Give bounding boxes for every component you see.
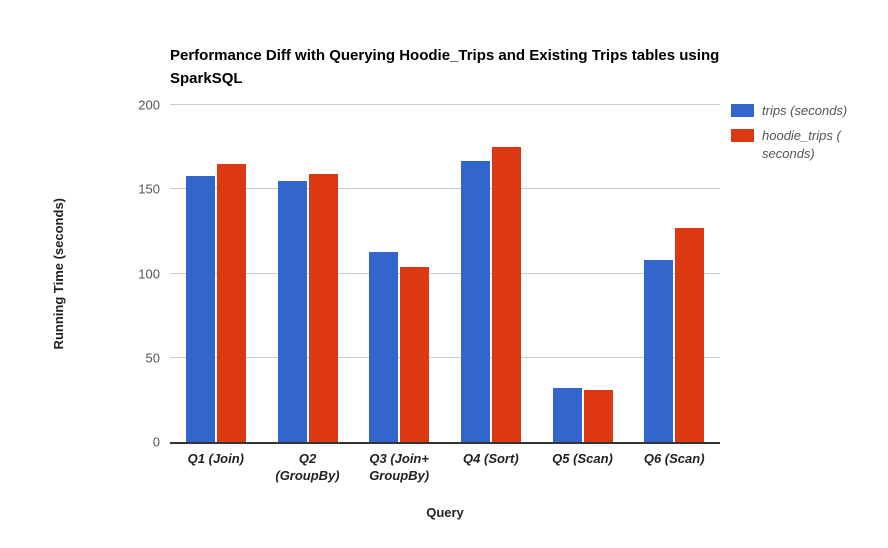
x-axis-category: Q4 (Sort) xyxy=(445,450,537,485)
x-axis-category: Q2 (GroupBy) xyxy=(262,450,354,485)
bar xyxy=(185,175,215,442)
y-axis-tick-label: 200 xyxy=(138,97,160,113)
x-axis-category-label: Q3 (Join+ GroupBy) xyxy=(369,451,430,483)
gridline xyxy=(170,356,720,358)
bar-group xyxy=(628,105,720,442)
x-axis-category: Q5 (Scan) xyxy=(537,450,629,485)
y-axis-title-text: Running Time (seconds) xyxy=(50,197,66,350)
bar xyxy=(491,147,521,442)
x-axis-category: Q3 (Join+ GroupBy) xyxy=(353,450,445,485)
y-axis-tick-label: 150 xyxy=(138,181,160,197)
legend-swatch xyxy=(731,129,754,142)
bar-group xyxy=(170,105,262,442)
chart-title: Performance Diff with Querying Hoodie_Tr… xyxy=(170,47,720,87)
y-axis-title: Running Time (seconds) xyxy=(48,105,68,442)
gridline xyxy=(170,272,720,274)
x-axis-category-label: Q5 (Scan) xyxy=(552,451,613,466)
x-axis-category: Q6 (Scan) xyxy=(628,450,720,485)
bar-group xyxy=(537,105,629,442)
x-axis-category: Q1 (Join) xyxy=(170,450,262,485)
legend-item: trips (seconds) xyxy=(731,102,881,120)
bar xyxy=(552,388,582,442)
gridline xyxy=(170,188,720,190)
x-axis-labels: Q1 (Join) Q2 (GroupBy) Q3 (Join+ GroupBy) Q… xyxy=(170,450,720,485)
bar xyxy=(308,174,338,442)
legend: trips (seconds) hoodie_trips ( seconds) xyxy=(731,102,881,170)
y-axis-tick-label: 50 xyxy=(145,350,160,366)
legend-item: hoodie_trips ( seconds) xyxy=(731,127,881,163)
legend-label: hoodie_trips ( seconds) xyxy=(762,128,841,161)
legend-label: trips (seconds) xyxy=(762,103,848,118)
x-axis-category-label: Q6 (Scan) xyxy=(643,451,705,466)
x-axis-title: Query xyxy=(426,505,464,520)
bar xyxy=(369,251,399,442)
bar xyxy=(644,260,674,442)
bar xyxy=(277,180,307,442)
bar-groups xyxy=(170,105,720,442)
bar xyxy=(460,160,490,442)
bar-group xyxy=(445,105,537,442)
gridline xyxy=(170,104,720,105)
x-axis-category-label: Q2 (GroupBy) xyxy=(275,451,340,483)
bar xyxy=(583,389,613,442)
bar-group xyxy=(262,105,354,442)
x-axis-category-label: Q4 (Sort) xyxy=(463,451,519,466)
y-axis-tick-label: 0 xyxy=(152,434,160,450)
bar xyxy=(216,163,246,442)
plot-area: 0 50 100 150 200 xyxy=(138,98,720,450)
bar xyxy=(400,266,430,442)
bar-group xyxy=(353,105,445,442)
bar xyxy=(675,228,705,442)
x-axis-category-label: Q1 (Join) xyxy=(187,451,244,466)
legend-swatch xyxy=(731,104,754,117)
y-axis-tick-label: 100 xyxy=(138,266,160,281)
